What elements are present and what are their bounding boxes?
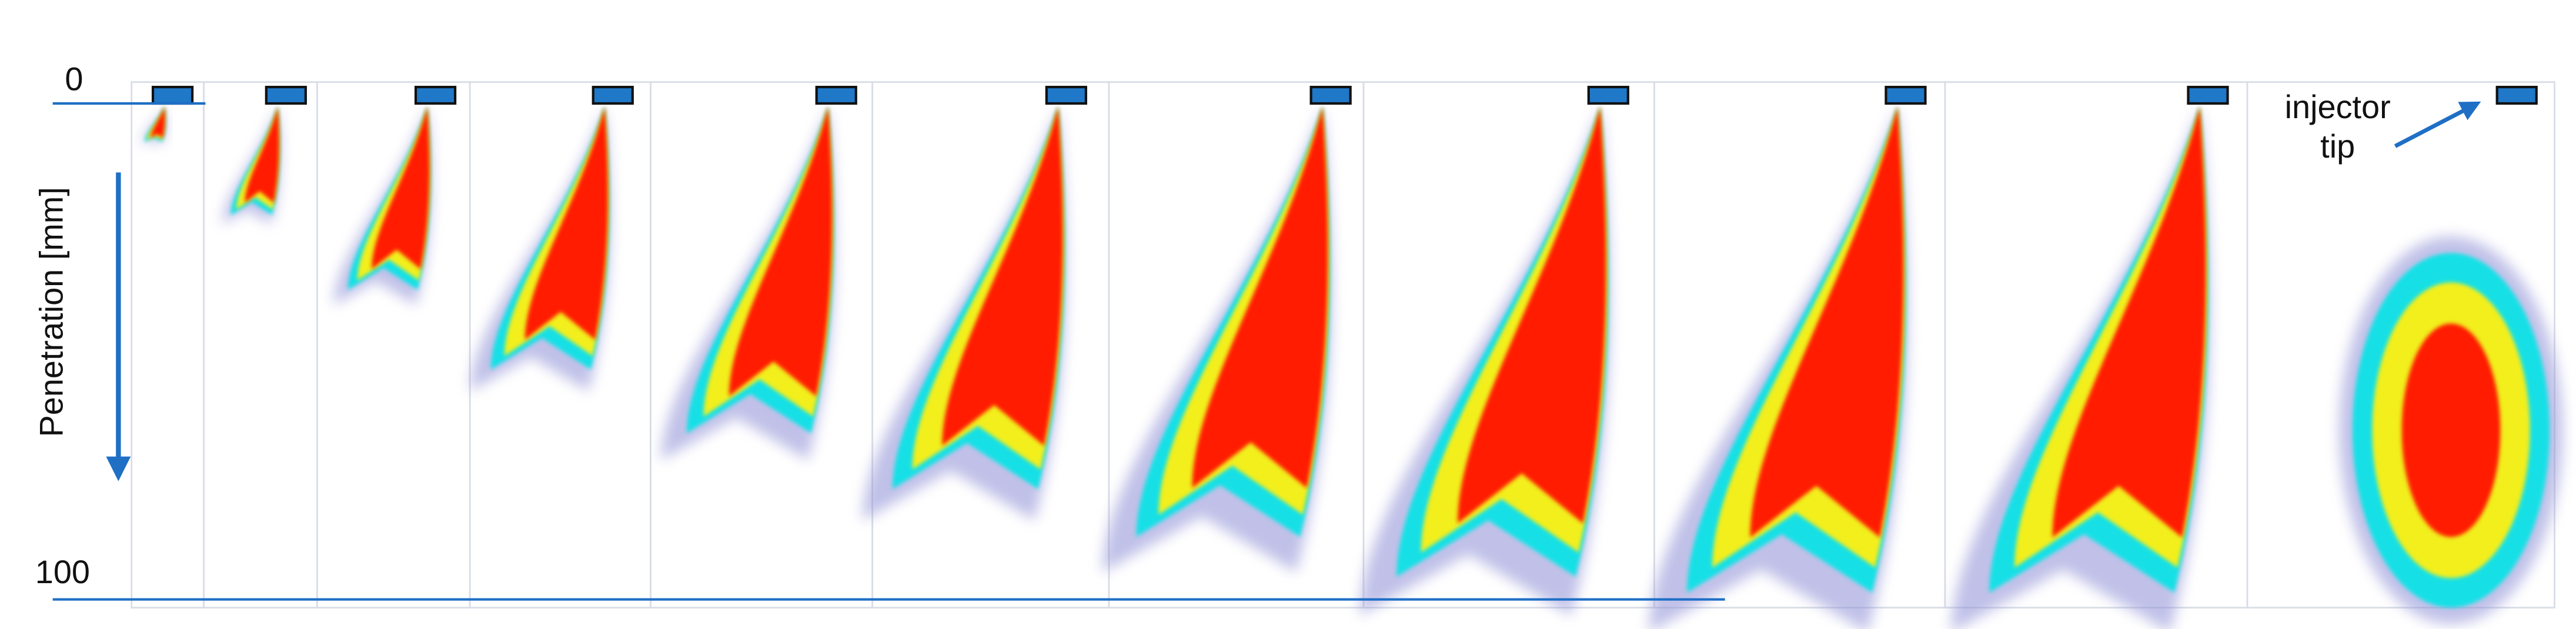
spray-plume [372,106,430,269]
spray-plume [729,106,833,397]
annotation-line: injector [2285,88,2391,125]
annotation-line: tip [2320,128,2355,165]
axis-bottom-label: 100 [35,553,90,590]
axis-title: Penetration [mm] [32,187,69,437]
injector [815,85,857,105]
injector [151,85,194,105]
spray-plume [1192,106,1328,489]
injector [2187,85,2229,105]
spray-plume [524,106,608,340]
image-panel [131,81,205,609]
injector [1587,85,1629,105]
plumes [141,106,2563,629]
spray-plume [2052,106,2206,538]
detached-plume [2401,323,2501,537]
axis-top-label: 0 [65,61,83,98]
spray-plume [1458,106,1606,524]
spray-plume [1750,106,1904,538]
injector [414,85,457,105]
image-panel [316,81,471,609]
injector [2495,85,2538,105]
injector [1885,85,1927,105]
spray-plume [942,106,1063,446]
injector [265,85,307,105]
injector [592,85,634,105]
spray-plume [245,106,279,203]
injector [1045,85,1087,105]
injector [1309,85,1352,105]
tip-arrow [2394,101,2481,148]
spray-plume [151,106,165,138]
